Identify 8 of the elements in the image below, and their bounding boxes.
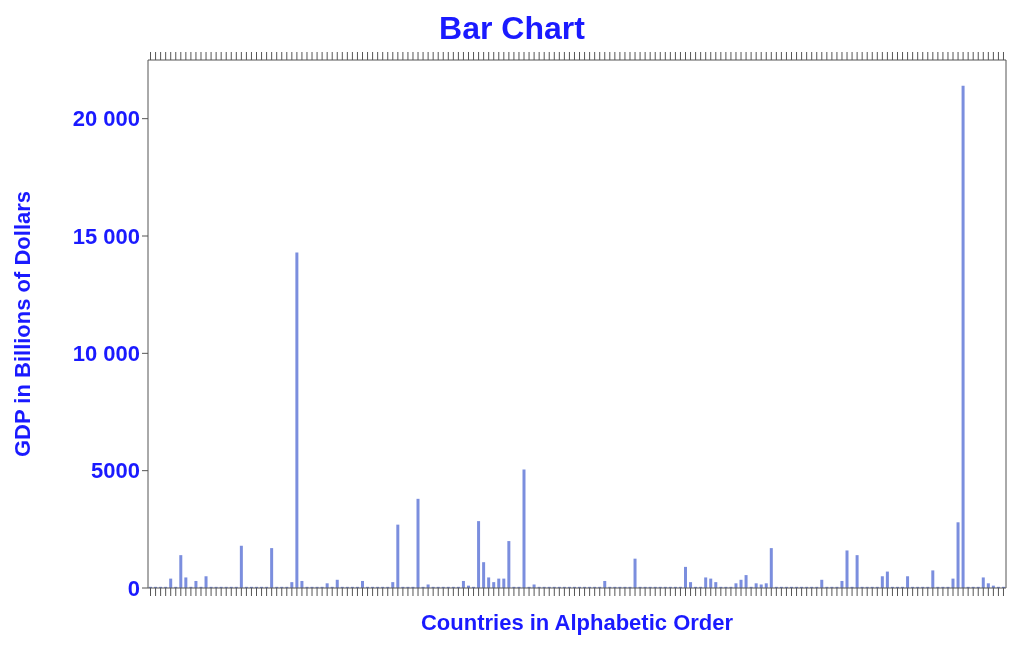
- y-tick-label: 5000: [91, 458, 140, 484]
- chart-title: Bar Chart: [438, 9, 586, 48]
- y-tick-label: 10 000: [72, 341, 140, 367]
- y-tick-label: 0: [127, 575, 140, 601]
- y-tick-label: 20 000: [72, 106, 140, 132]
- x-axis-title: Countries in Alphabetic Order: [420, 610, 734, 635]
- y-tick-label: 15 000: [72, 223, 140, 249]
- y-axis-title: GDP in Billions of Dollars: [9, 190, 35, 458]
